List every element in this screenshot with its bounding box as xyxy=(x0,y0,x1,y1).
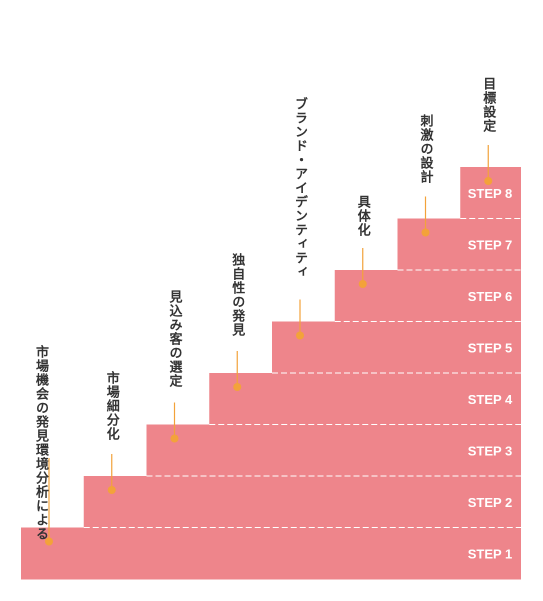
step-label-5: STEP 5 xyxy=(468,340,513,355)
step-description-1: 市場機会の発見環境分析による xyxy=(33,345,48,541)
connector-dot-1 xyxy=(45,537,53,546)
step-description-4: 独自性の発見 xyxy=(229,253,244,337)
connector-dot-6 xyxy=(358,280,367,288)
step-description-8: 目標設定 xyxy=(480,77,495,133)
step-description-6: 具体化 xyxy=(355,195,370,237)
step-description-line: 見込み客の選定 xyxy=(166,289,182,388)
step-description-5: ブランド・アイデンティティ xyxy=(292,97,307,279)
step-description-line: 市場細分化 xyxy=(103,371,119,441)
step-description-2: 市場細分化 xyxy=(104,371,119,441)
step-label-3: STEP 3 xyxy=(468,443,513,458)
connector-dot-4 xyxy=(233,383,242,391)
stair-block-8 xyxy=(460,167,521,219)
stair-block-4 xyxy=(209,373,521,425)
step-label-8: STEP 8 xyxy=(468,186,513,201)
stair-block-7 xyxy=(397,218,521,271)
step-label-1: STEP 1 xyxy=(468,546,513,561)
step-label-4: STEP 4 xyxy=(468,392,513,407)
connector-dot-8 xyxy=(484,177,493,185)
step-label-7: STEP 7 xyxy=(468,237,513,252)
stair-block-6 xyxy=(334,270,521,322)
step-description-line: 環境分析による xyxy=(33,443,48,541)
step-label-6: STEP 6 xyxy=(468,289,513,304)
step-description-line: 市場機会の発見 xyxy=(33,345,48,443)
stair-block-1 xyxy=(21,527,521,580)
step-label-2: STEP 2 xyxy=(468,495,513,510)
step-description-line: 刺激の設計 xyxy=(417,113,433,184)
step-description-3: 見込み客の選定 xyxy=(167,290,182,388)
step-description-line: ブランド・アイデンティティ xyxy=(292,96,307,279)
stair-block-5 xyxy=(272,321,521,374)
connector-dot-3 xyxy=(170,434,179,443)
connector-dot-2 xyxy=(107,486,116,494)
step-description-7: 刺激の設計 xyxy=(418,114,433,184)
connector-dot-5 xyxy=(296,331,304,340)
stair-block-2 xyxy=(83,476,521,528)
step-description-line: 目標設定 xyxy=(480,77,496,133)
connector-dot-7 xyxy=(421,228,430,237)
step-description-line: 独自性の発見 xyxy=(229,253,245,337)
step-description-line: 具体化 xyxy=(354,195,370,237)
stair-block-3 xyxy=(146,424,521,477)
